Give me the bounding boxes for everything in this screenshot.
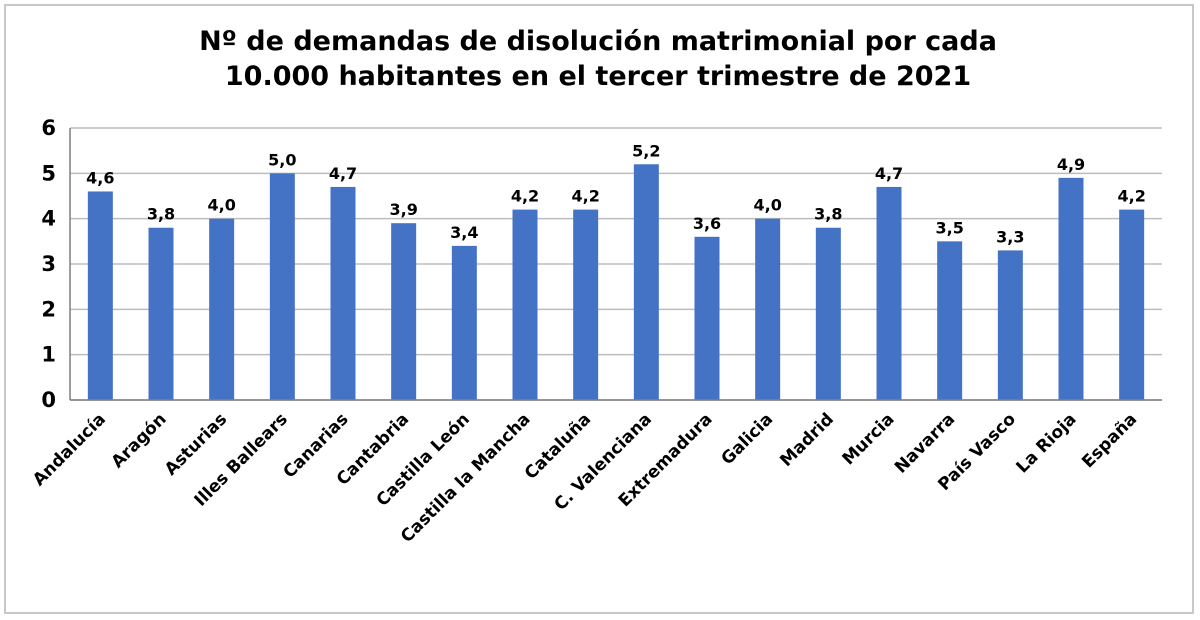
bar [512,209,538,400]
data-label: 3,3 [996,227,1024,246]
data-label: 4,9 [1057,155,1085,174]
bar [997,250,1023,400]
bar [815,227,841,400]
data-label: 4,0 [753,196,781,215]
bar [1058,177,1084,400]
x-tick-label: Andalucía [29,409,110,490]
y-tick-label: 4 [41,207,56,231]
y-tick-label: 1 [41,343,56,367]
bar [694,236,720,400]
data-label: 5,2 [632,141,660,160]
data-label: 5,0 [268,150,296,169]
x-tick-label: Aragón [108,409,171,472]
data-label: 3,4 [450,223,478,242]
chart-title-line-2: 10.000 habitantes en el tercer trimestre… [225,61,971,92]
bar [937,241,963,400]
x-tick-label: España [1078,409,1141,472]
x-tick-label: Galicia [717,409,777,469]
bar [573,209,599,400]
bar [209,218,235,400]
data-labels: 4,6 3,8 4,0 5,0 4,7 3,9 3,4 4,2 4,2 5,2 3,6 4,0 3,8 4… [86,141,1146,246]
data-label: 3,6 [693,214,721,233]
bars [87,164,1145,400]
chart-title-line-1: Nº de demandas de disolución matrimonial… [199,26,997,57]
data-label: 3,8 [814,205,842,224]
data-label: 3,9 [389,200,417,219]
bar [1119,209,1145,400]
data-label: 4,7 [329,164,357,183]
bar [633,164,659,400]
y-tick-label: 0 [41,388,56,412]
data-label: 3,5 [935,218,963,237]
data-label: 4,2 [511,187,539,206]
bar [451,245,477,400]
y-tick-label: 3 [41,252,56,276]
x-tick-label: La Rioja [1013,409,1081,477]
bar [87,191,113,400]
bar [269,173,295,400]
bar [876,186,902,400]
data-label: 4,0 [207,196,235,215]
y-tick-label: 5 [41,161,56,185]
data-label: 4,2 [1117,187,1145,206]
bar [391,223,417,400]
data-label: 4,2 [571,187,599,206]
y-tick-label: 6 [41,116,56,140]
data-label: 4,6 [86,168,114,187]
x-tick-label: Murcia [839,409,899,469]
x-tick-label: Madrid [776,409,837,470]
data-label: 3,8 [147,205,175,224]
y-axis-ticks: 0 1 2 3 4 5 6 [41,116,56,412]
bar [755,218,781,400]
bar [330,186,356,400]
y-tick-label: 2 [41,297,56,321]
data-label: 4,7 [875,164,903,183]
bar [148,227,174,400]
